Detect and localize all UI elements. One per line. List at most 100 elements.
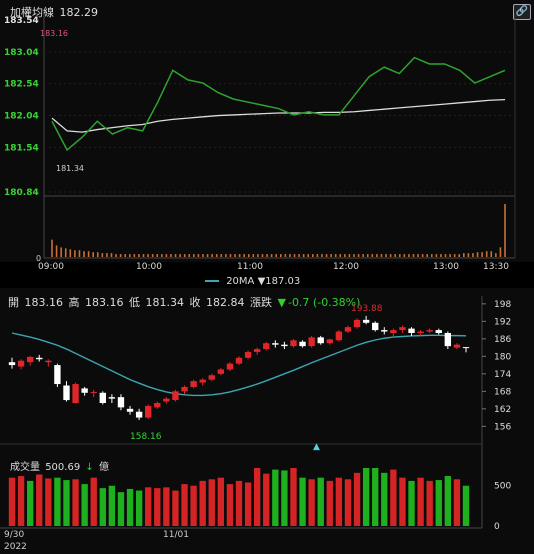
candle-body [254, 349, 260, 352]
candle-body [427, 330, 433, 331]
x-tick-label: 13:30 [483, 262, 509, 272]
candle-body [463, 347, 469, 348]
candle-body [299, 342, 305, 346]
candle-body [236, 358, 242, 364]
candle-body [9, 362, 15, 365]
daily-volume-bar [45, 478, 51, 526]
candle-body [27, 357, 33, 362]
daily-volume-bar [209, 479, 215, 526]
candle-body [163, 399, 169, 402]
daily-volume-bar [427, 481, 433, 526]
daily-volume-bar [163, 487, 169, 526]
candle-body [136, 412, 142, 418]
daily-volume-bar [445, 476, 451, 526]
candle-body [345, 327, 351, 331]
candle-body [408, 329, 414, 333]
y-tick-label: 180.84 [4, 188, 39, 198]
candle-body [118, 397, 124, 407]
candle-body [36, 358, 42, 359]
daily-volume-bar [245, 483, 251, 527]
x-tick-label: 09:00 [38, 262, 64, 272]
intraday-high-label: 183.16 [40, 29, 68, 38]
daily-volume-bar [399, 478, 405, 526]
candle-body [109, 397, 115, 398]
daily-volume-bar [54, 478, 60, 526]
candle-body [218, 369, 224, 373]
ma-name: 20MA [226, 276, 254, 287]
daily-volume-bar [118, 492, 124, 526]
daily-volume-bar [299, 478, 305, 526]
daily-volume-bar [363, 468, 369, 526]
daily-volume-bar [190, 486, 196, 526]
daily-volume-bar [72, 479, 78, 526]
daily-volume-bar [27, 481, 33, 526]
daily-volume-bar [91, 478, 97, 526]
daily-volume-bar [417, 478, 423, 526]
daily-volume-bar [127, 489, 133, 526]
daily-volume-bar [336, 478, 342, 526]
volume-header: 成交量 500.69 ↓ 億 [10, 458, 111, 473]
candle-body [327, 339, 333, 343]
candle-body [200, 380, 206, 383]
candle-body [54, 365, 60, 384]
candle-body [336, 332, 342, 341]
intraday-panel: 加權均線 182.29 🔗 183.54 183.04 182.54 182.04 18… [0, 0, 534, 262]
candle-body [354, 320, 360, 327]
daily-volume-bar [236, 481, 242, 526]
candle-body [91, 392, 97, 393]
price-line [52, 58, 505, 150]
daily-volume-bar [263, 474, 269, 526]
ma-legend-swatch [205, 280, 219, 282]
intraday-low-label: 181.34 [56, 164, 84, 173]
volume-tick-label: 500 [494, 482, 511, 492]
candle-body [399, 327, 405, 330]
daily-volume-bar [109, 486, 115, 526]
candle-body [281, 345, 287, 346]
x-tick-label: 12:00 [333, 262, 359, 272]
candle-body [390, 330, 396, 333]
daily-volume-bar [181, 484, 187, 526]
y-tick-label: 162 [494, 405, 511, 415]
x-tick-label: 11:00 [237, 262, 263, 272]
candle-body [154, 403, 160, 407]
candle-body [81, 388, 87, 392]
y-tick-label: 182.04 [4, 112, 39, 122]
daily-volume-bar [281, 470, 287, 526]
marker-triangle-icon: ▲ [313, 442, 320, 452]
peak-label: 193.88 [351, 304, 383, 314]
daily-volume-bar [372, 468, 378, 526]
candle-body [372, 323, 378, 330]
daily-volume-bar [308, 479, 314, 526]
candle-body [417, 332, 423, 333]
candle-body [72, 384, 78, 403]
x-label-mid: 11/01 [163, 530, 189, 540]
ma-value: 187.03 [265, 276, 300, 287]
daily-volume-bar [436, 480, 442, 526]
daily-volume-bar [18, 476, 24, 526]
candle-body [227, 364, 233, 370]
x-tick-label: 10:00 [136, 262, 162, 272]
candle-body [454, 345, 460, 348]
daily-volume-bar [454, 479, 460, 526]
daily-volume-bar [390, 470, 396, 526]
daily-volume-bar [408, 481, 414, 526]
intraday-chart: 183.54183.04182.54182.04181.54180.84 183… [0, 0, 534, 262]
daily-volume-bar [354, 473, 360, 526]
volume-label: 成交量 [10, 462, 40, 473]
daily-volume-bar [227, 484, 233, 526]
candle-body [181, 387, 187, 391]
daily-volume-bar [218, 478, 224, 526]
volume-zero-label: 0 [36, 254, 41, 262]
daily-chart: 198 192 186 180 174 168 162 156 193.88 158.16 ▲… [0, 288, 534, 554]
daily-volume-bar [290, 468, 296, 526]
daily-volume-bar [318, 478, 324, 526]
y-tick-label: 186 [494, 335, 511, 345]
daily-volume-bar [100, 488, 106, 526]
daily-volume-bar [463, 486, 469, 526]
candle-body [18, 361, 24, 367]
trough-label: 158.16 [130, 432, 162, 442]
candle-body [172, 391, 178, 400]
x-label-start: 9/30 [4, 530, 24, 540]
candle-body [209, 375, 215, 379]
y-tick-label: 174 [494, 370, 511, 380]
